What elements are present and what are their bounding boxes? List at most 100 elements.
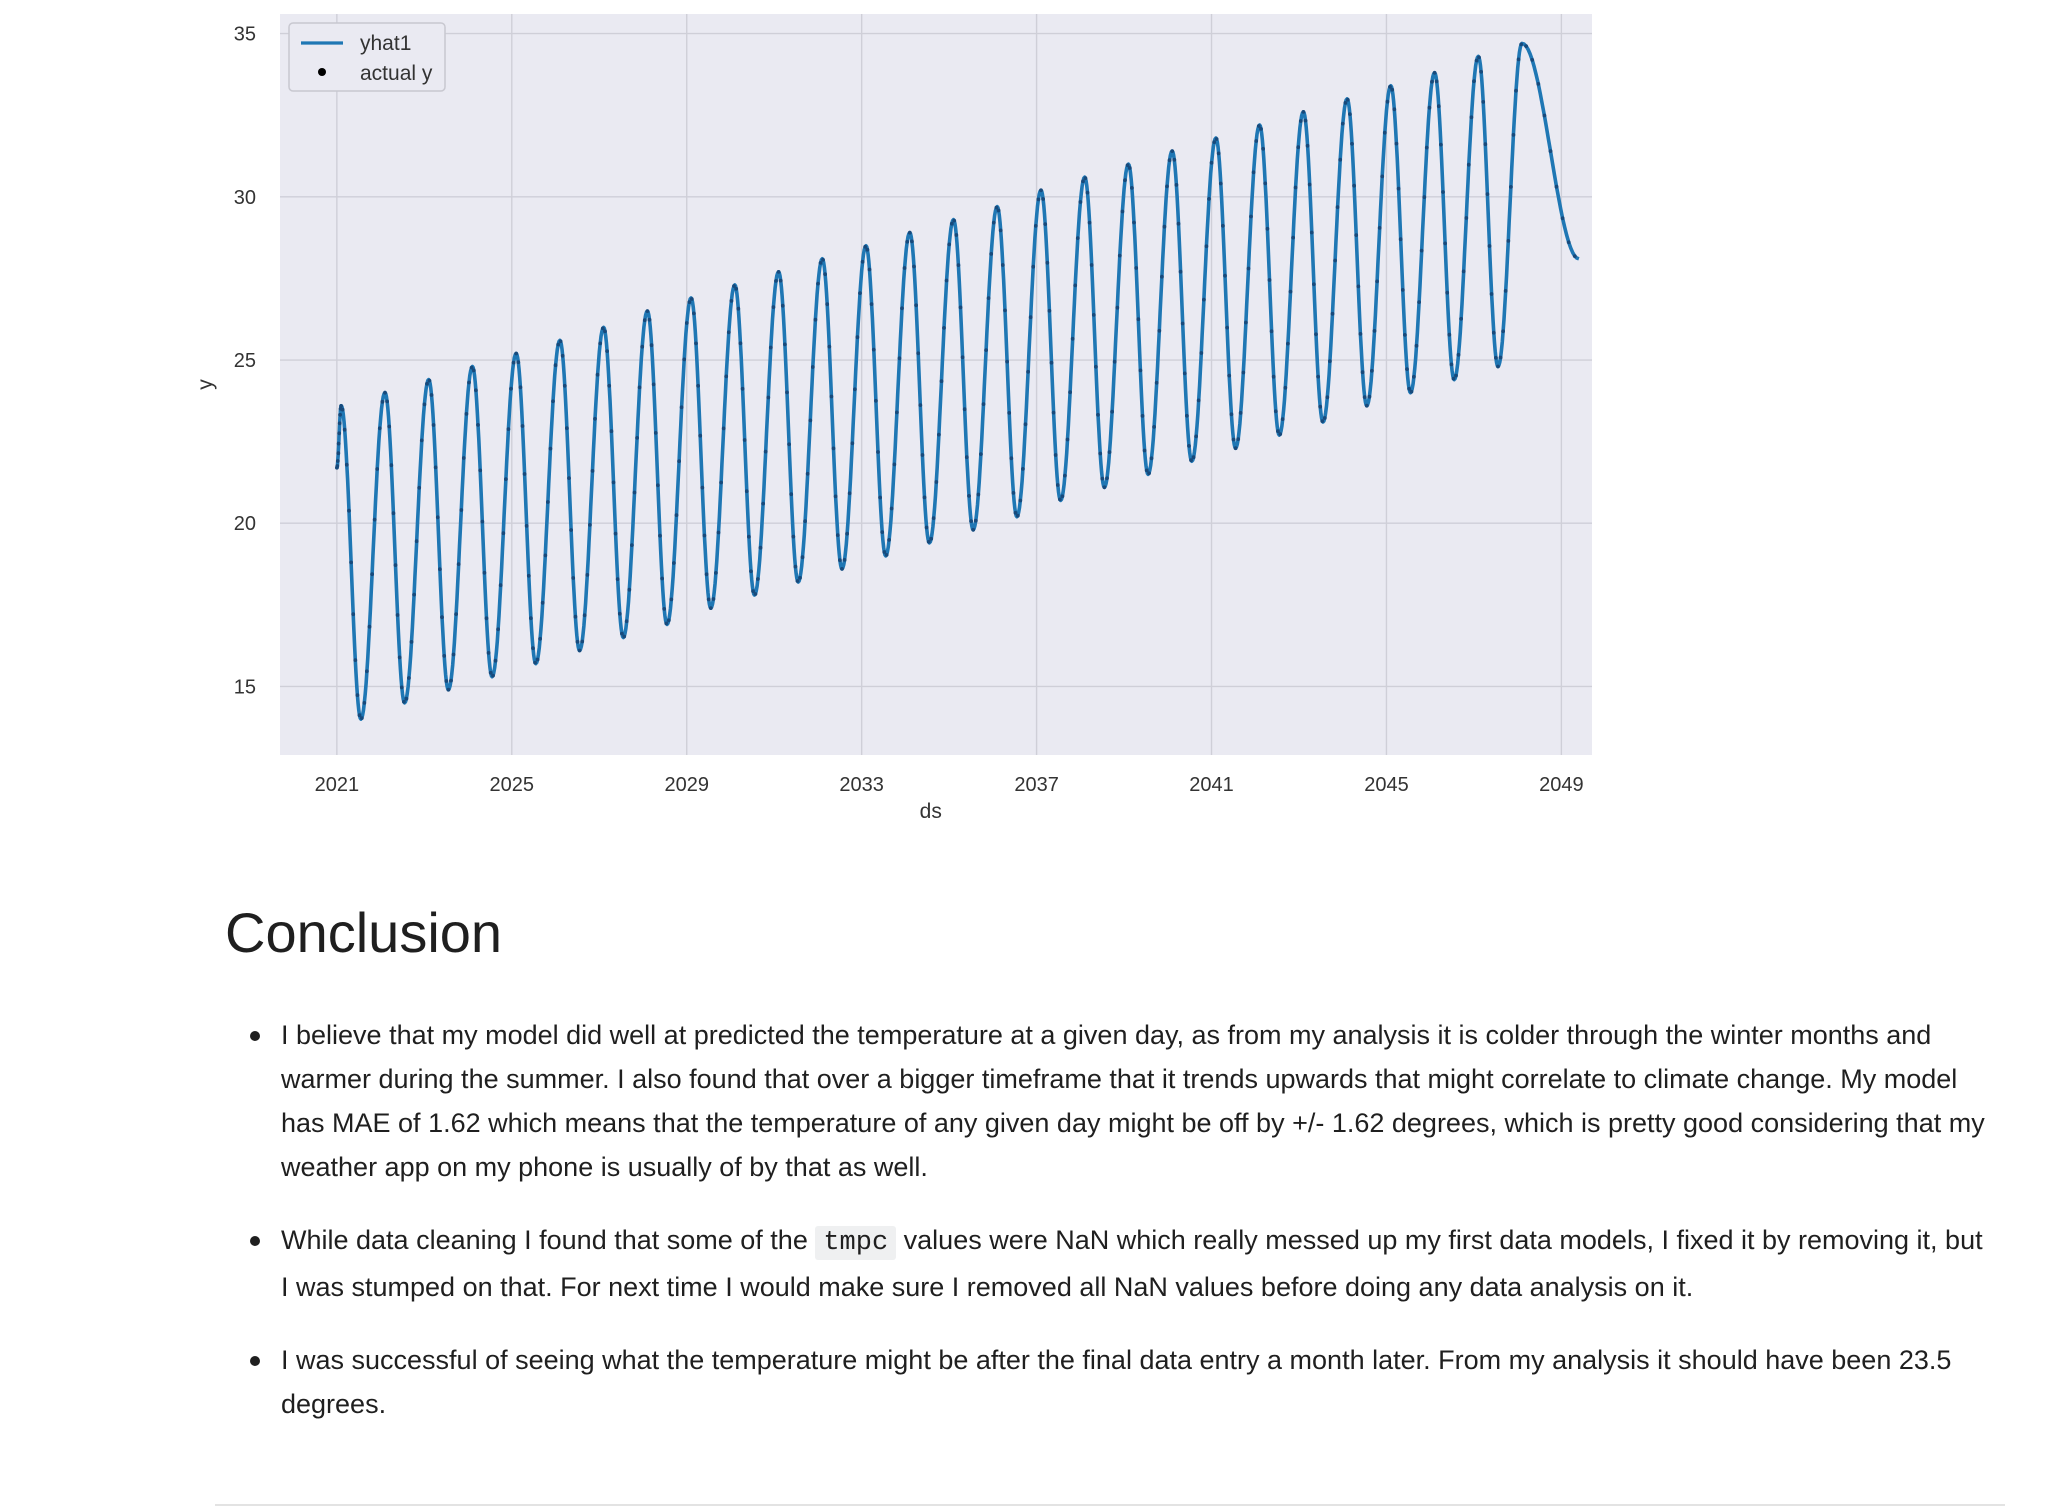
yhat1-point xyxy=(1202,297,1206,302)
yhat1-point xyxy=(1320,419,1325,423)
yhat1-point xyxy=(414,539,419,544)
yhat1-point xyxy=(357,713,362,718)
yhat1-point xyxy=(1223,273,1227,278)
y-axis-title: y xyxy=(194,379,217,390)
yhat1-point xyxy=(1461,269,1466,274)
yhat1-point xyxy=(488,670,493,675)
yhat1-point xyxy=(1506,239,1511,243)
yhat1-point xyxy=(825,302,830,307)
yhat1-point xyxy=(1466,162,1471,167)
yhat1-point xyxy=(700,485,705,490)
yhat1-point xyxy=(1288,289,1293,294)
yhat1-point xyxy=(1459,316,1463,321)
yhat1-point xyxy=(1127,166,1132,170)
yhat1-point xyxy=(337,431,342,436)
yhat1-point xyxy=(827,344,832,349)
yhat1-point xyxy=(1479,69,1483,74)
yhat1-point xyxy=(1147,471,1151,476)
yhat1-point xyxy=(863,244,868,249)
yhat1-point xyxy=(944,278,949,283)
yhat1-point xyxy=(496,627,500,632)
yhat1-point xyxy=(393,563,398,567)
yhat1-point xyxy=(674,513,679,517)
yhat1-point xyxy=(1312,282,1316,287)
yhat1-point xyxy=(776,270,781,274)
yhat1-point xyxy=(593,416,597,421)
yhat1-point xyxy=(1081,179,1085,184)
x-tick-label: 2033 xyxy=(839,774,884,796)
yhat1-point xyxy=(613,531,618,536)
yhat1-point xyxy=(1199,351,1204,355)
yhat1-point xyxy=(467,380,471,385)
yhat1-point xyxy=(931,516,936,520)
yhat1-point xyxy=(1314,332,1318,337)
yhat1-point xyxy=(1367,394,1372,399)
yhat1-point xyxy=(1403,333,1407,337)
yhat1-point xyxy=(749,569,753,574)
yhat1-point xyxy=(1432,70,1437,75)
yhat1-point xyxy=(1063,473,1067,478)
chart-legend: yhat1 actual y xyxy=(288,22,446,92)
yhat1-point xyxy=(419,438,424,443)
yhat1-point xyxy=(853,387,857,392)
yhat1-point xyxy=(656,483,660,488)
yhat1-point xyxy=(627,587,632,592)
yhat1-point xyxy=(1058,497,1062,502)
yhat1-point xyxy=(1409,389,1414,394)
x-tick-label: 2025 xyxy=(490,774,535,796)
yhat1-point xyxy=(973,518,978,523)
yhat1-point xyxy=(818,261,823,265)
yhat1-point xyxy=(446,687,451,692)
yhat1-point xyxy=(1144,468,1149,473)
yhat1-point xyxy=(1091,313,1096,317)
yhat1-point xyxy=(1182,371,1187,376)
yhat1-point xyxy=(383,390,387,395)
yhat1-point xyxy=(1536,82,1541,86)
yhat1-point xyxy=(1180,321,1185,326)
yhat1-point xyxy=(1041,197,1045,201)
yhat1-point xyxy=(729,299,734,303)
yhat1-point xyxy=(1485,192,1490,197)
yhat1-point xyxy=(1519,42,1524,47)
yhat1-point xyxy=(433,465,438,470)
yhat1-point xyxy=(1007,411,1012,415)
yhat1-point xyxy=(952,218,957,223)
yhat1-point xyxy=(1214,137,1219,141)
yhat1-point xyxy=(397,655,402,660)
yhat1-point xyxy=(758,545,763,550)
yhat1-point xyxy=(855,335,860,340)
yhat1-point xyxy=(912,264,916,269)
yhat1-point xyxy=(1251,170,1256,175)
yhat1-point xyxy=(387,424,392,429)
yhat1-point xyxy=(971,527,976,532)
yhat1-point xyxy=(751,589,755,594)
yhat1-point xyxy=(1098,451,1103,456)
yhat1-point xyxy=(1394,141,1399,146)
yhat1-point xyxy=(585,573,590,577)
yhat1-point xyxy=(1524,44,1528,48)
yhat1-point xyxy=(1511,133,1516,137)
yhat1-point xyxy=(679,405,684,410)
yhat1-point xyxy=(800,555,805,560)
yhat1-point xyxy=(1105,476,1109,481)
yhat1-point xyxy=(1343,101,1348,105)
yhat1-point xyxy=(456,562,461,566)
yhat1-point xyxy=(791,534,796,539)
yhat1-point xyxy=(607,383,612,388)
yhat1-point xyxy=(682,357,687,362)
y-tick-label: 35 xyxy=(234,24,256,46)
bottom-divider xyxy=(215,1504,2005,1506)
yhat1-point xyxy=(738,341,743,346)
yhat1-point xyxy=(897,356,902,361)
yhat1-point xyxy=(964,455,969,460)
yhat1-point xyxy=(480,519,485,524)
legend-dot-swatch xyxy=(318,68,326,76)
yhat1-point xyxy=(1013,510,1018,515)
yhat1-point xyxy=(1015,513,1020,518)
yhat1-point xyxy=(595,372,600,377)
yhat1-point xyxy=(1149,456,1154,461)
yhat1-point xyxy=(847,491,852,496)
yhat1-point xyxy=(1132,220,1136,225)
legend-label-yhat1: yhat1 xyxy=(360,32,411,55)
yhat1-point xyxy=(1451,376,1456,381)
